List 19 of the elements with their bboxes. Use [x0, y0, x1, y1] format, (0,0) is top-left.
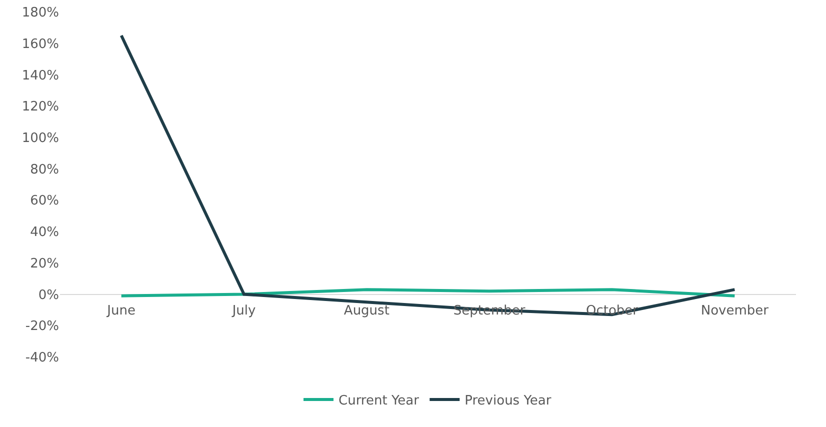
- y-tick-label: 140%: [22, 68, 59, 84]
- x-tick-label: August: [344, 303, 390, 318]
- y-tick-label: 0%: [38, 288, 59, 303]
- x-tick-label: June: [106, 303, 136, 318]
- y-tick-label: 20%: [30, 256, 59, 272]
- y-tick-label: 40%: [30, 225, 59, 240]
- y-tick-label: 160%: [22, 36, 59, 52]
- y-tick-label: 180%: [22, 6, 59, 21]
- y-tick-label: -40%: [25, 350, 59, 366]
- y-tick-label: 60%: [30, 194, 59, 209]
- y-tick-label: 100%: [22, 131, 59, 146]
- y-tick-label: -20%: [25, 319, 59, 334]
- y-tick-label: 120%: [22, 100, 59, 115]
- x-tick-label: November: [700, 303, 770, 318]
- y-tick-label: 80%: [30, 162, 59, 178]
- line-series: [120, 288, 736, 298]
- legend-label: Current Year: [338, 394, 420, 409]
- legend-label: Previous Year: [464, 394, 552, 409]
- x-tick-label: July: [231, 303, 256, 318]
